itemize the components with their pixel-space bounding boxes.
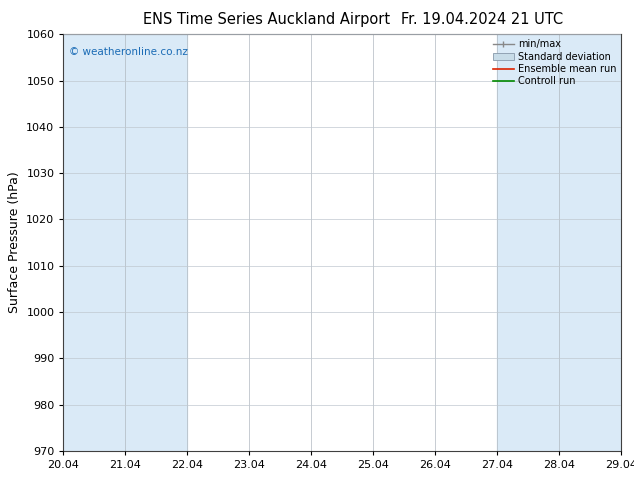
- Bar: [126, 34, 188, 451]
- Bar: [63, 34, 126, 451]
- Text: Fr. 19.04.2024 21 UTC: Fr. 19.04.2024 21 UTC: [401, 12, 563, 27]
- Legend: min/max, Standard deviation, Ensemble mean run, Controll run: min/max, Standard deviation, Ensemble me…: [493, 39, 616, 86]
- Text: © weatheronline.co.nz: © weatheronline.co.nz: [69, 47, 188, 57]
- Bar: [559, 34, 621, 451]
- Text: ENS Time Series Auckland Airport: ENS Time Series Auckland Airport: [143, 12, 390, 27]
- Bar: [497, 34, 559, 451]
- Y-axis label: Surface Pressure (hPa): Surface Pressure (hPa): [8, 172, 21, 314]
